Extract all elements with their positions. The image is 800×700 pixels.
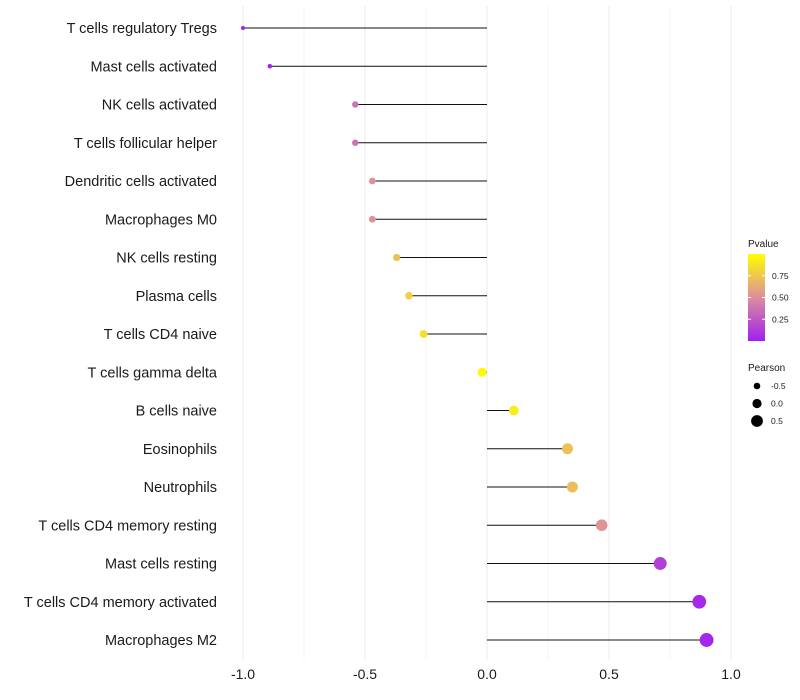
lollipop-point <box>562 443 573 455</box>
category-label: T cells follicular helper <box>74 136 217 152</box>
pearson-legend-keys: -0.5 0.0 0.5 <box>751 381 786 427</box>
lollipop-point <box>405 291 413 300</box>
lollipop-point <box>595 519 608 532</box>
category-label: T cells CD4 naive <box>104 327 217 343</box>
category-label: NK cells resting <box>116 251 217 267</box>
pvalue-colorbar <box>748 254 765 341</box>
lollipop-point <box>393 253 401 262</box>
category-label: B cells naive <box>136 404 217 420</box>
x-tick-label: -1.0 <box>231 666 255 682</box>
lollipop-point <box>419 330 428 338</box>
pearson-legend-key <box>751 415 763 427</box>
lollipop-point <box>566 481 578 493</box>
category-label: T cells regulatory Tregs <box>67 21 217 37</box>
category-labels: T cells regulatory Tregs Mast cells activ… <box>24 21 218 649</box>
grid-lines <box>242 6 732 660</box>
colorbar-tick-label: 0.25 <box>772 314 789 324</box>
lollipop-point <box>699 633 714 647</box>
category-label: T cells gamma delta <box>88 365 218 381</box>
lollipop-point <box>692 594 707 609</box>
lollipop-point <box>241 26 245 30</box>
category-label: NK cells activated <box>102 98 217 114</box>
lollipop-stems <box>243 27 707 641</box>
lollipop-point <box>352 139 359 146</box>
lollipop-point <box>352 101 359 108</box>
x-tick-label: 0.0 <box>477 666 497 682</box>
lollipop-point <box>267 63 273 69</box>
category-label: Macrophages M2 <box>105 633 217 649</box>
pvalue-legend: Pvalue 0.25 0.50 0.75 <box>748 239 789 341</box>
pearson-legend-label: 0.0 <box>771 399 783 409</box>
pearson-legend-title: Pearson <box>748 363 785 374</box>
pearson-legend: Pearson -0.5 0.0 0.5 <box>748 363 786 427</box>
pearson-legend-label: 0.5 <box>771 416 783 426</box>
pearson-legend-key <box>752 398 762 409</box>
category-label: T cells CD4 memory activated <box>24 595 217 611</box>
lollipop-points <box>241 26 714 647</box>
x-tick-label: 1.0 <box>721 666 741 682</box>
lollipop-point <box>508 405 519 416</box>
lollipop-point <box>653 557 667 570</box>
x-tick-label: 0.5 <box>599 666 619 682</box>
colorbar-tick-label: 0.50 <box>772 293 789 303</box>
lollipop-point <box>477 367 487 377</box>
category-label: Neutrophils <box>144 480 217 496</box>
pearson-legend-key <box>753 382 761 390</box>
x-tick-label: -0.5 <box>353 666 377 682</box>
category-label: Mast cells resting <box>105 557 217 573</box>
lollipop-point <box>368 215 376 223</box>
category-label: Macrophages M0 <box>105 212 217 228</box>
category-label: Plasma cells <box>136 289 217 305</box>
pvalue-legend-title: Pvalue <box>748 239 779 250</box>
pearson-legend-label: -0.5 <box>771 381 786 391</box>
category-label: Dendritic cells activated <box>65 174 217 190</box>
pvalue-colorbar-ticks: 0.25 0.50 0.75 <box>748 271 789 324</box>
category-label: Eosinophils <box>143 442 217 458</box>
category-label: Mast cells activated <box>90 59 217 75</box>
lollipop-point <box>368 177 376 185</box>
category-label: T cells CD4 memory resting <box>38 518 217 534</box>
x-axis-tick-labels: -1.0 -0.5 0.0 0.5 1.0 <box>231 666 741 682</box>
colorbar-tick-label: 0.75 <box>772 271 789 281</box>
